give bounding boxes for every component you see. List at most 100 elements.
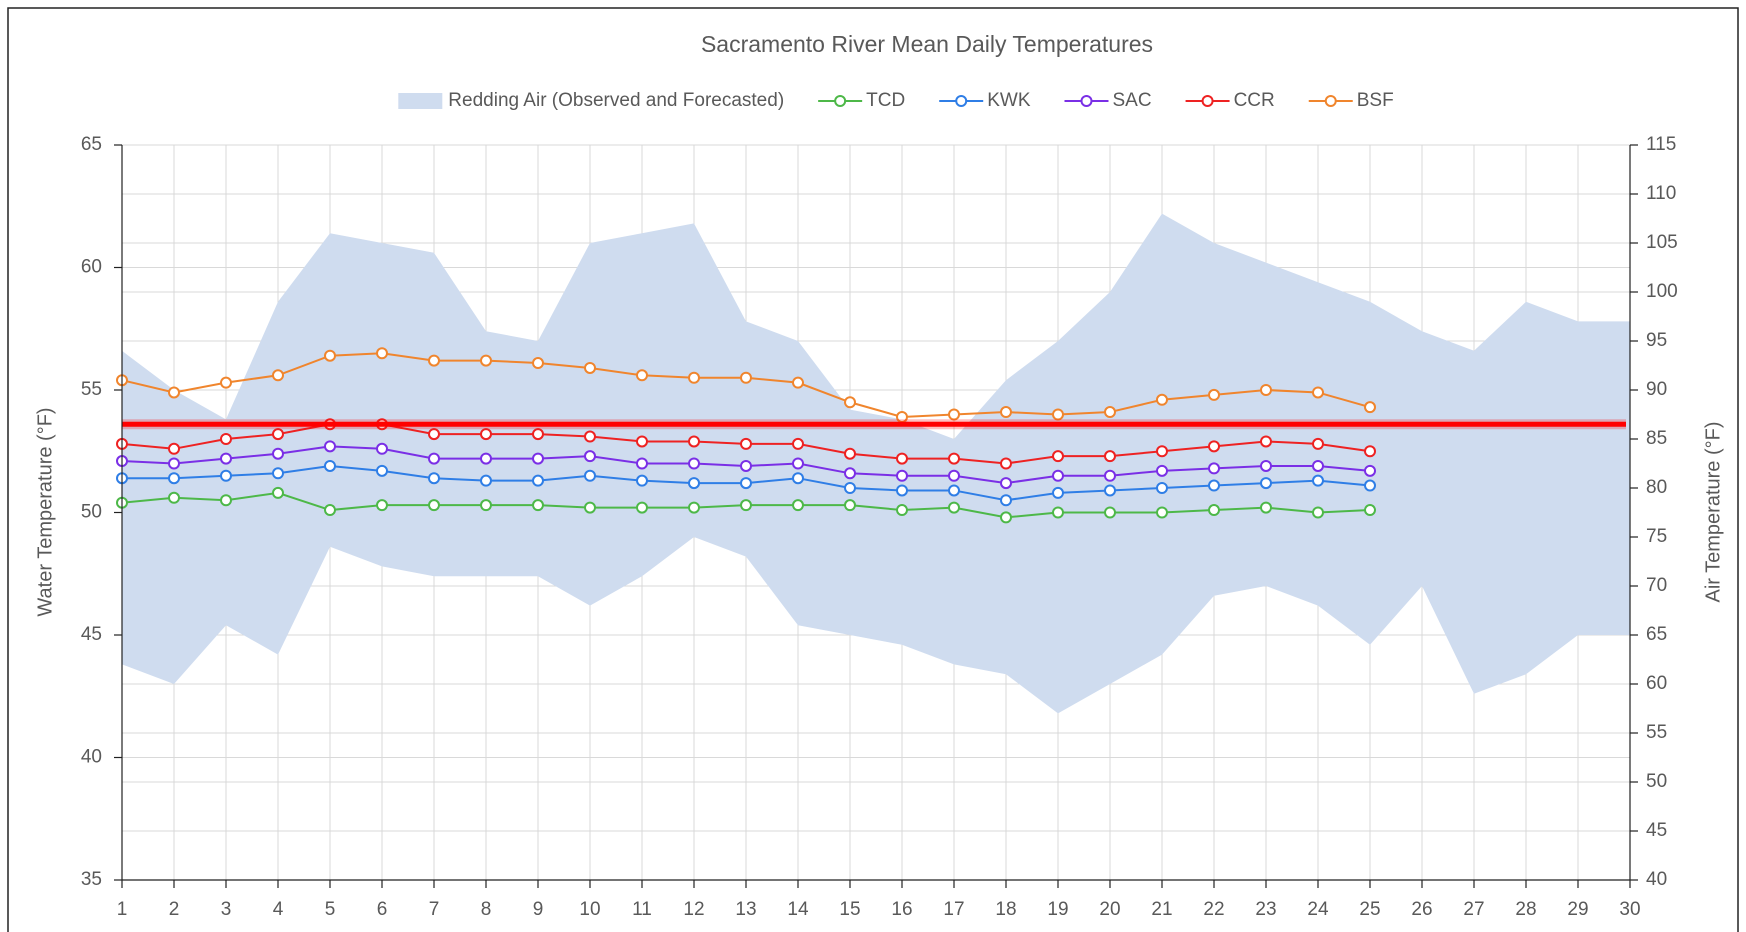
legend-label: CCR xyxy=(1234,90,1275,111)
x-tick-label: 16 xyxy=(891,899,912,920)
data-point xyxy=(1156,482,1168,494)
y-tick-label: 45 xyxy=(81,624,102,645)
data-point xyxy=(532,499,544,512)
data-point xyxy=(1000,477,1012,490)
data-point xyxy=(1156,464,1168,477)
data-point xyxy=(948,408,960,421)
data-point xyxy=(220,452,232,465)
y2-tick-label: 110 xyxy=(1646,183,1676,204)
data-point xyxy=(844,447,856,460)
legend-label: Redding Air (Observed and Forecasted) xyxy=(448,90,784,111)
data-point xyxy=(1312,474,1324,487)
data-point xyxy=(428,452,440,465)
legend-item: Redding Air (Observed and Forecasted) xyxy=(398,90,784,111)
data-point xyxy=(1364,401,1376,414)
x-tick-label: 7 xyxy=(429,899,440,920)
data-point xyxy=(1260,435,1272,448)
data-point xyxy=(636,457,648,470)
x-tick-label: 14 xyxy=(787,899,809,920)
x-tick-label: 15 xyxy=(839,899,860,920)
data-point xyxy=(428,499,440,512)
data-point xyxy=(480,499,492,512)
y-axis-title: Water Temperature (°F) xyxy=(34,407,56,616)
data-point xyxy=(636,501,648,514)
data-point xyxy=(480,428,492,441)
legend-item: TCD xyxy=(818,90,905,111)
y2-tick-label: 75 xyxy=(1646,526,1667,547)
data-point xyxy=(1312,459,1324,472)
data-point xyxy=(168,457,180,470)
y-tick-label: 50 xyxy=(81,502,102,523)
data-point xyxy=(1312,437,1324,450)
legend-item: BSF xyxy=(1308,90,1394,111)
y-tick-label: 65 xyxy=(81,134,102,155)
legend-marker xyxy=(1080,95,1093,107)
data-point xyxy=(220,494,232,507)
data-point xyxy=(1000,494,1012,507)
y-tick-label: 40 xyxy=(81,747,102,768)
x-tick-label: 20 xyxy=(1099,899,1120,920)
data-point xyxy=(948,501,960,514)
legend-marker xyxy=(1324,95,1337,107)
data-point xyxy=(272,486,284,499)
legend-item: KWK xyxy=(939,90,1031,111)
data-point xyxy=(532,428,544,441)
data-point xyxy=(376,442,388,455)
legend-item: SAC xyxy=(1064,90,1152,111)
x-tick-label: 12 xyxy=(683,899,704,920)
data-point xyxy=(792,457,804,470)
y2-tick-label: 100 xyxy=(1646,281,1678,302)
data-point xyxy=(1000,457,1012,470)
chart-title: Sacramento River Mean Daily Temperatures xyxy=(701,31,1153,57)
data-point xyxy=(636,435,648,448)
data-point xyxy=(636,369,648,382)
x-tick-label: 22 xyxy=(1203,899,1224,920)
x-tick-label: 6 xyxy=(377,899,388,920)
data-point xyxy=(1260,477,1272,490)
x-tick-label: 23 xyxy=(1255,899,1276,920)
data-point xyxy=(1312,506,1324,519)
data-point xyxy=(532,474,544,487)
data-point xyxy=(636,474,648,487)
legend-item: CCR xyxy=(1185,90,1275,111)
y2-tick-label: 45 xyxy=(1646,820,1667,841)
data-point xyxy=(324,349,336,362)
x-tick-label: 1 xyxy=(117,899,128,920)
x-tick-label: 10 xyxy=(579,899,600,920)
data-point xyxy=(740,499,752,512)
data-point xyxy=(896,452,908,465)
legend-label: SAC xyxy=(1112,90,1151,111)
data-point xyxy=(948,452,960,465)
data-point xyxy=(896,469,908,482)
data-point xyxy=(896,484,908,497)
data-point xyxy=(376,464,388,477)
x-tick-label: 5 xyxy=(325,899,336,920)
data-point xyxy=(1104,484,1116,497)
y2-axis-title: Air Temperature (°F) xyxy=(1702,421,1724,602)
data-point xyxy=(740,477,752,490)
y2-tick-label: 95 xyxy=(1646,330,1667,351)
data-point xyxy=(688,477,700,490)
data-point xyxy=(688,501,700,514)
x-tick-label: 30 xyxy=(1619,899,1640,920)
y-tick-label: 60 xyxy=(81,257,102,278)
area-band xyxy=(122,213,1630,714)
x-tick-label: 26 xyxy=(1411,899,1432,920)
y2-tick-label: 40 xyxy=(1646,869,1667,890)
x-tick-label: 13 xyxy=(735,899,756,920)
data-point xyxy=(1156,506,1168,519)
data-point xyxy=(1104,406,1116,419)
data-point xyxy=(272,369,284,382)
data-point xyxy=(272,447,284,460)
data-point xyxy=(1364,504,1376,517)
y2-tick-label: 60 xyxy=(1646,673,1667,694)
x-tick-label: 3 xyxy=(221,899,232,920)
data-point xyxy=(1260,501,1272,514)
data-point xyxy=(1000,511,1012,524)
legend-marker xyxy=(834,95,847,107)
y2-tick-label: 90 xyxy=(1646,379,1667,400)
data-point xyxy=(740,437,752,450)
data-point xyxy=(1208,462,1220,475)
data-point xyxy=(948,484,960,497)
data-point xyxy=(1000,406,1012,419)
